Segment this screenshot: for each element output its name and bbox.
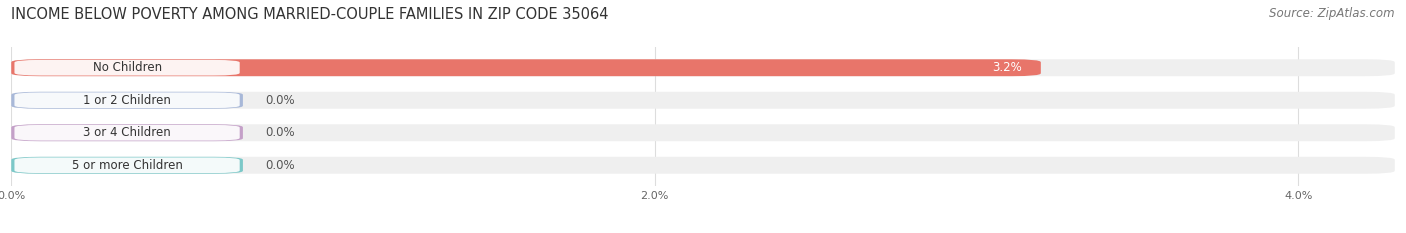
FancyBboxPatch shape xyxy=(14,158,239,173)
Text: 5 or more Children: 5 or more Children xyxy=(72,159,183,172)
Text: No Children: No Children xyxy=(93,61,162,74)
FancyBboxPatch shape xyxy=(14,60,239,75)
FancyBboxPatch shape xyxy=(11,124,1395,141)
FancyBboxPatch shape xyxy=(11,59,1040,76)
FancyBboxPatch shape xyxy=(11,92,1395,109)
Text: 3.2%: 3.2% xyxy=(991,61,1022,74)
Text: INCOME BELOW POVERTY AMONG MARRIED-COUPLE FAMILIES IN ZIP CODE 35064: INCOME BELOW POVERTY AMONG MARRIED-COUPL… xyxy=(11,7,609,22)
Text: 1 or 2 Children: 1 or 2 Children xyxy=(83,94,172,107)
Text: 0.0%: 0.0% xyxy=(266,159,295,172)
Text: 0.0%: 0.0% xyxy=(266,126,295,139)
FancyBboxPatch shape xyxy=(11,92,243,109)
Text: 3 or 4 Children: 3 or 4 Children xyxy=(83,126,172,139)
FancyBboxPatch shape xyxy=(11,59,1395,76)
FancyBboxPatch shape xyxy=(11,157,1395,174)
FancyBboxPatch shape xyxy=(14,125,239,140)
FancyBboxPatch shape xyxy=(14,93,239,108)
Text: Source: ZipAtlas.com: Source: ZipAtlas.com xyxy=(1270,7,1395,20)
FancyBboxPatch shape xyxy=(11,124,243,141)
Text: 0.0%: 0.0% xyxy=(266,94,295,107)
FancyBboxPatch shape xyxy=(11,157,243,174)
